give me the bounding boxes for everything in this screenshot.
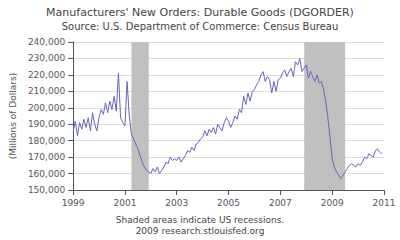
svg-text:Shaded areas indicate US reces: Shaded areas indicate US recessions. bbox=[116, 215, 285, 225]
svg-text:230,000: 230,000 bbox=[28, 53, 65, 63]
svg-text:160,000: 160,000 bbox=[28, 169, 65, 179]
svg-text:2011: 2011 bbox=[373, 198, 396, 208]
svg-text:Source: U.S. Department of Com: Source: U.S. Department of Commerce: Cen… bbox=[62, 21, 339, 32]
svg-text:(Millions of Dollars): (Millions of Dollars) bbox=[8, 73, 18, 159]
svg-text:200,000: 200,000 bbox=[28, 103, 65, 113]
svg-text:2009 research.stlouisfed.org: 2009 research.stlouisfed.org bbox=[136, 226, 265, 236]
svg-text:220,000: 220,000 bbox=[28, 70, 65, 80]
svg-text:180,000: 180,000 bbox=[28, 136, 65, 146]
svg-text:170,000: 170,000 bbox=[28, 152, 65, 162]
svg-text:2007: 2007 bbox=[269, 198, 292, 208]
svg-text:1999: 1999 bbox=[62, 198, 85, 208]
svg-text:2001: 2001 bbox=[113, 198, 136, 208]
svg-text:2005: 2005 bbox=[217, 198, 240, 208]
svg-text:2003: 2003 bbox=[165, 198, 188, 208]
svg-text:2009: 2009 bbox=[321, 198, 344, 208]
svg-text:240,000: 240,000 bbox=[28, 37, 65, 47]
svg-text:210,000: 210,000 bbox=[28, 86, 65, 96]
svg-text:Manufacturers' New Orders: Dur: Manufacturers' New Orders: Durable Goods… bbox=[46, 6, 354, 19]
svg-text:190,000: 190,000 bbox=[28, 119, 65, 129]
svg-text:150,000: 150,000 bbox=[28, 185, 65, 195]
